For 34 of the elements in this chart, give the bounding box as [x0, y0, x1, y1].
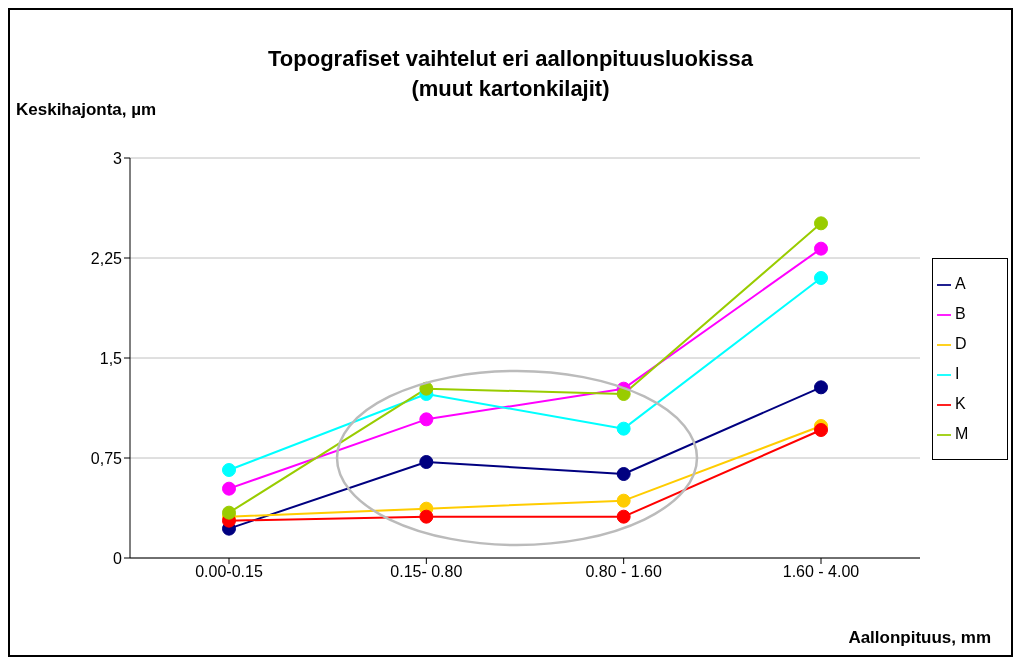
- legend-label: I: [955, 365, 960, 382]
- point: [419, 509, 434, 524]
- y-tick-label: 0: [113, 549, 123, 567]
- point: [222, 505, 236, 520]
- point: [222, 481, 236, 496]
- y-tick-label: 1,5: [99, 349, 123, 367]
- x-axis-title: Aallonpituus, mm: [848, 628, 991, 648]
- legend-label: K: [955, 395, 966, 412]
- y-tick-label: 2,25: [90, 249, 123, 267]
- x-tick-label: 0.15- 0.80: [390, 563, 463, 581]
- y-tick-label: 3: [113, 149, 123, 167]
- point: [814, 380, 828, 395]
- point: [222, 463, 236, 477]
- legend-label: D: [955, 335, 967, 352]
- point: [419, 412, 434, 427]
- legend-label: M: [955, 425, 969, 442]
- y-tick-label: 0,75: [90, 449, 123, 467]
- point: [814, 216, 828, 231]
- point: [616, 421, 631, 436]
- x-tick-label: 0.80 - 1.60: [585, 563, 663, 581]
- point: [616, 493, 631, 508]
- point: [814, 241, 828, 256]
- point: [616, 467, 631, 481]
- point: [419, 455, 434, 469]
- legend-label: B: [955, 305, 966, 322]
- point: [814, 423, 828, 437]
- point: [616, 509, 631, 524]
- point: [616, 387, 631, 401]
- legend-label: A: [955, 275, 966, 292]
- point: [814, 271, 828, 285]
- chart-title: Topografiset vaihtelut eri aallonpituusluokissa (muut kartonkilajit): [267, 45, 754, 101]
- x-tick-label: 1.60 - 4.00: [782, 563, 860, 581]
- x-tick-label: 0.00-0.15: [195, 563, 263, 581]
- y-axis-title: Keskihajonta, µm: [16, 100, 157, 120]
